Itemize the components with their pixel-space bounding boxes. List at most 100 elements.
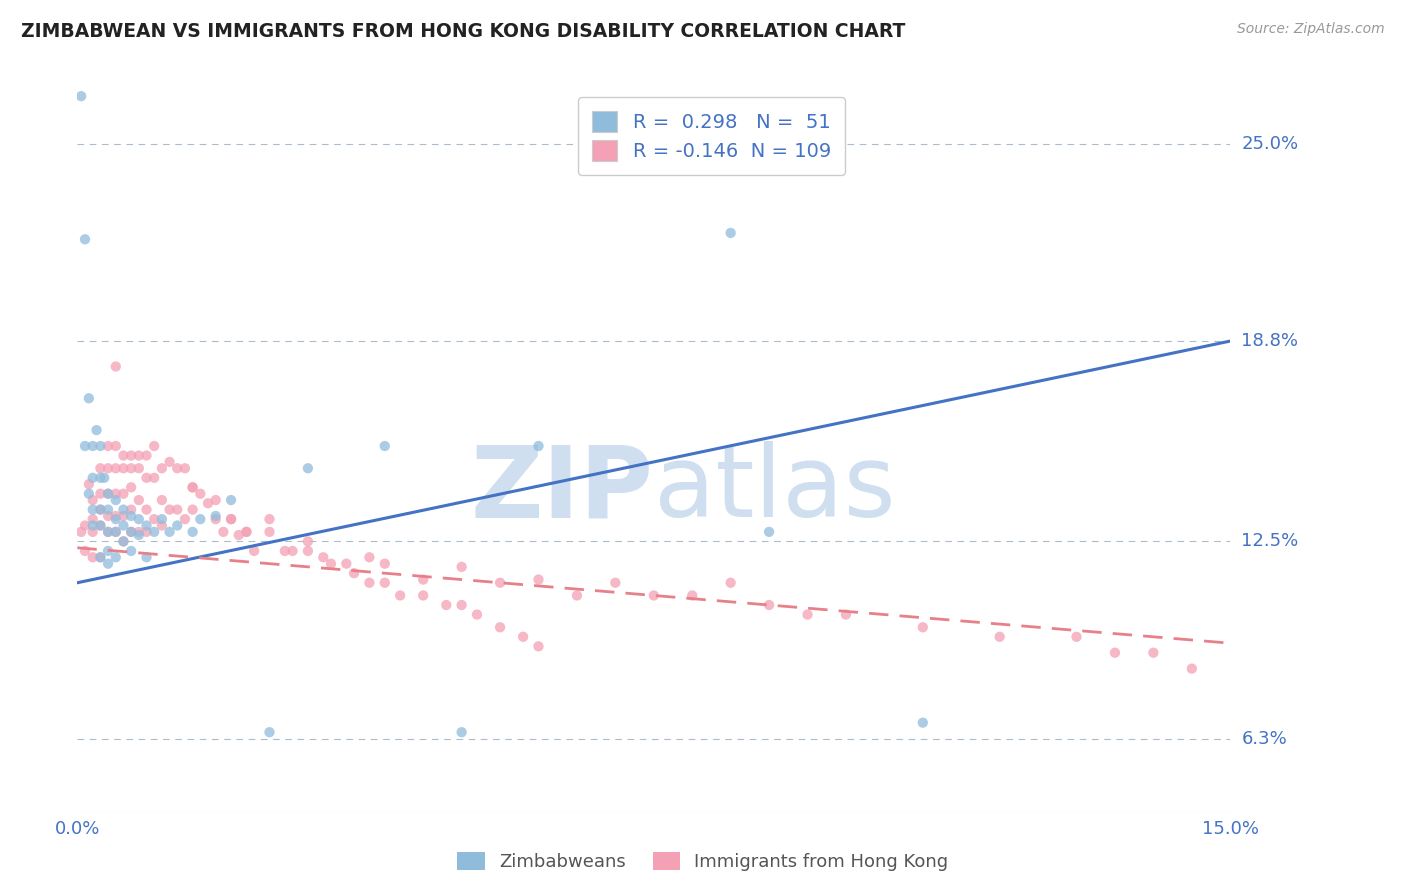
Point (112, 534, 135, 549)
Legend: Zimbabweans, Immigrants from Hong Kong: Zimbabweans, Immigrants from Hong Kong (450, 845, 956, 879)
Point (450, 559, 472, 574)
Point (1066, 630, 1088, 644)
Point (911, 620, 934, 634)
Point (174, 512, 197, 526)
Point (82, 493, 104, 508)
Point (1142, 646, 1164, 660)
Point (120, 480, 142, 494)
Point (104, 524, 127, 539)
Point (796, 607, 818, 622)
Point (166, 461, 188, 475)
Point (82, 524, 104, 539)
Point (489, 620, 512, 634)
Point (988, 630, 1011, 644)
Point (174, 461, 197, 475)
Point (359, 550, 381, 565)
Point (89, 550, 111, 565)
Point (204, 493, 226, 508)
Point (235, 524, 257, 539)
Point (120, 544, 142, 558)
Point (335, 557, 357, 571)
Point (97, 557, 120, 571)
Point (97, 486, 120, 500)
Point (120, 461, 142, 475)
Point (150, 512, 173, 526)
Point (274, 544, 297, 558)
Point (82, 502, 104, 516)
Point (120, 524, 142, 539)
Point (159, 502, 181, 516)
Point (259, 524, 281, 539)
Point (77, 392, 100, 406)
Point (835, 607, 858, 622)
Point (181, 502, 204, 516)
Point (97, 524, 120, 539)
Point (166, 502, 188, 516)
Point (112, 518, 135, 533)
Point (89, 471, 111, 485)
Point (120, 502, 142, 516)
Point (77, 486, 100, 500)
Point (297, 534, 319, 549)
Point (412, 589, 434, 603)
Point (374, 557, 396, 571)
Point (219, 512, 242, 526)
Point (93, 471, 115, 485)
Point (97, 544, 120, 558)
Point (135, 550, 157, 565)
Point (219, 493, 242, 508)
Point (343, 566, 366, 581)
Point (135, 502, 157, 516)
Text: 12.5%: 12.5% (1241, 533, 1299, 550)
Point (82, 550, 104, 565)
Point (73, 518, 96, 533)
Point (188, 512, 211, 526)
Point (112, 508, 135, 523)
Point (197, 496, 219, 510)
Point (82, 512, 104, 526)
Point (89, 486, 111, 500)
Point (605, 575, 627, 590)
Point (135, 471, 157, 485)
Point (512, 630, 534, 644)
Point (89, 518, 111, 533)
Point (312, 550, 335, 565)
Point (97, 486, 120, 500)
Point (73, 232, 96, 246)
Point (143, 471, 166, 485)
Point (565, 589, 588, 603)
Point (166, 518, 188, 533)
Point (204, 508, 226, 523)
Point (159, 455, 181, 469)
Point (143, 524, 166, 539)
Point (128, 493, 150, 508)
Point (112, 534, 135, 549)
Point (150, 461, 173, 475)
Point (89, 502, 111, 516)
Point (150, 518, 173, 533)
Text: Source: ZipAtlas.com: Source: ZipAtlas.com (1237, 22, 1385, 37)
Point (297, 544, 319, 558)
Point (128, 528, 150, 542)
Point (235, 524, 257, 539)
Point (104, 493, 127, 508)
Point (89, 518, 111, 533)
Point (104, 550, 127, 565)
Point (758, 598, 780, 612)
Point (135, 518, 157, 533)
Point (70, 89, 93, 103)
Point (720, 575, 742, 590)
Point (104, 359, 127, 374)
Point (450, 725, 472, 739)
Point (359, 575, 381, 590)
Text: 18.8%: 18.8% (1241, 332, 1298, 350)
Point (389, 589, 412, 603)
Point (412, 573, 434, 587)
Point (97, 508, 120, 523)
Point (104, 512, 127, 526)
Point (128, 524, 150, 539)
Point (527, 573, 550, 587)
Point (527, 439, 550, 453)
Point (219, 512, 242, 526)
Point (1104, 646, 1126, 660)
